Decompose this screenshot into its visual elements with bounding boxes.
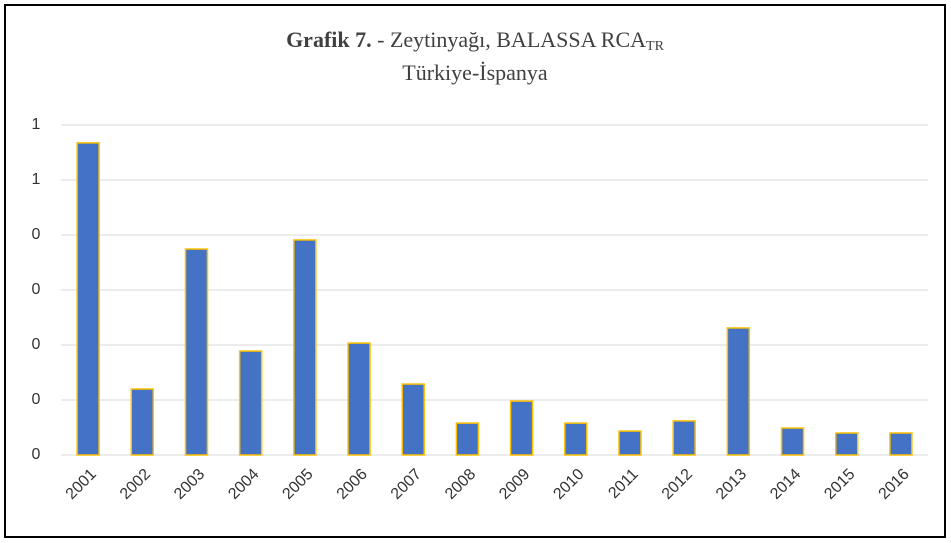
bar xyxy=(76,142,100,456)
y-tick-label: 0 xyxy=(32,391,41,408)
y-tick-label: 1 xyxy=(32,116,41,133)
bar xyxy=(834,432,859,456)
y-tick-label: 1 xyxy=(32,171,41,188)
bar xyxy=(347,342,371,456)
bar xyxy=(509,400,534,456)
bar xyxy=(889,432,913,456)
bar xyxy=(455,422,480,456)
y-tick-label: 0 xyxy=(32,281,41,298)
bar xyxy=(780,427,805,456)
bar xyxy=(184,248,209,456)
bar xyxy=(564,422,588,456)
bar xyxy=(726,327,751,456)
bar xyxy=(130,388,155,456)
title-subscript: TR xyxy=(646,39,665,54)
bar xyxy=(672,420,696,456)
y-tick-label: 0 xyxy=(32,336,41,353)
title-prefix: Grafik 7. xyxy=(286,27,372,52)
bar xyxy=(238,350,263,456)
title-text: - Zeytinyağı, BALASSA RCA xyxy=(377,27,646,52)
bar xyxy=(618,430,642,456)
y-tick-label: 0 xyxy=(32,226,41,243)
chart-subtitle: Türkiye-İspanya xyxy=(402,60,548,85)
bar xyxy=(293,239,317,456)
bar xyxy=(401,383,425,456)
chart-title: Grafik 7. - Zeytinyağı, BALASSA RCATR xyxy=(286,27,665,54)
y-tick-label: 0 xyxy=(32,446,41,463)
